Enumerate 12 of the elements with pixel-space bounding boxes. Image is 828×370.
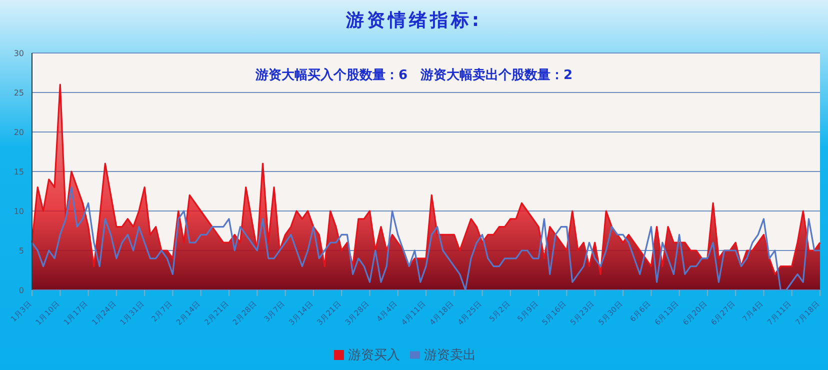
legend-label: 游资买入 bbox=[348, 348, 400, 363]
annotation: 游资大幅买入个股数量：6 游资大幅卖出个股数量：2 bbox=[254, 66, 574, 84]
chart-title: 游资情绪指标: bbox=[344, 9, 484, 32]
y-tick-label: 25 bbox=[14, 88, 24, 98]
y-tick-label: 5 bbox=[18, 246, 24, 256]
line-series bbox=[31, 186, 821, 290]
legend-label: 游资卖出 bbox=[424, 348, 476, 363]
y-tick-label: 20 bbox=[14, 128, 24, 137]
y-tick-label: 15 bbox=[14, 167, 24, 176]
y-tick-label: 0 bbox=[18, 286, 24, 295]
y-tick-label: 30 bbox=[14, 48, 24, 58]
y-tick-label: 10 bbox=[14, 206, 24, 216]
